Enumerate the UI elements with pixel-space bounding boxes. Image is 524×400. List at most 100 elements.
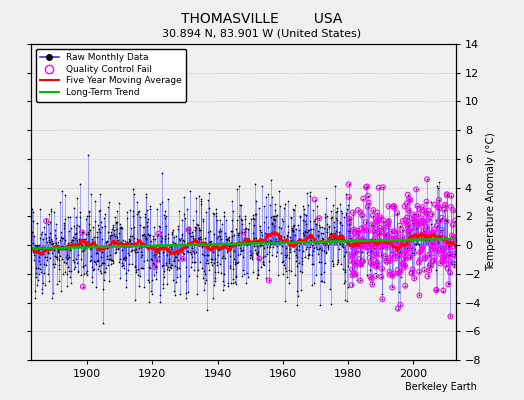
- Point: [306, 189, 314, 196]
- Point: [37, 269, 45, 275]
- Point: [86, 253, 95, 259]
- Point: [423, 231, 432, 237]
- Point: [194, 192, 203, 199]
- Point: [122, 255, 130, 262]
- Point: [348, 253, 356, 260]
- Point: [291, 246, 300, 252]
- Point: [324, 244, 332, 250]
- Point: [288, 224, 297, 231]
- Point: [436, 260, 444, 267]
- Point: [290, 248, 299, 254]
- Point: [293, 288, 301, 294]
- Point: [72, 225, 80, 231]
- Point: [268, 216, 277, 222]
- Point: [442, 218, 451, 225]
- Point: [416, 249, 424, 256]
- Point: [365, 200, 373, 206]
- Point: [449, 234, 457, 240]
- Point: [46, 230, 54, 236]
- Point: [156, 292, 164, 298]
- Point: [447, 253, 456, 260]
- Point: [450, 251, 458, 258]
- Point: [313, 246, 322, 252]
- Point: [75, 209, 84, 216]
- Point: [325, 235, 333, 242]
- Point: [406, 233, 414, 239]
- Point: [101, 245, 109, 251]
- Point: [65, 228, 73, 234]
- Point: [313, 215, 321, 221]
- Point: [266, 237, 275, 243]
- Point: [249, 222, 258, 228]
- Point: [172, 279, 180, 285]
- Point: [31, 270, 40, 276]
- Point: [176, 291, 184, 297]
- Point: [336, 208, 345, 214]
- Point: [231, 260, 239, 267]
- Point: [283, 229, 292, 236]
- Point: [300, 206, 308, 212]
- Point: [364, 192, 372, 199]
- Point: [399, 261, 408, 268]
- Point: [423, 211, 431, 217]
- Point: [268, 194, 277, 200]
- Point: [79, 284, 87, 290]
- Point: [243, 237, 251, 243]
- Point: [259, 259, 267, 265]
- Point: [439, 248, 447, 255]
- Point: [113, 234, 122, 240]
- Point: [57, 243, 66, 250]
- Point: [28, 205, 37, 212]
- Point: [43, 249, 52, 256]
- Point: [353, 228, 362, 234]
- Point: [448, 232, 456, 239]
- Point: [246, 252, 254, 259]
- Point: [85, 246, 94, 252]
- Point: [396, 249, 404, 255]
- Point: [92, 284, 100, 290]
- Point: [172, 253, 180, 260]
- Point: [370, 228, 379, 235]
- Point: [418, 235, 427, 241]
- Point: [428, 241, 436, 247]
- Point: [193, 222, 202, 228]
- Point: [40, 261, 48, 267]
- Point: [187, 232, 195, 239]
- Point: [318, 223, 326, 230]
- Point: [159, 262, 167, 268]
- Point: [107, 260, 115, 267]
- Point: [421, 209, 430, 215]
- Point: [363, 183, 372, 190]
- Point: [128, 208, 137, 214]
- Point: [97, 219, 105, 226]
- Point: [357, 261, 365, 268]
- Point: [190, 250, 198, 256]
- Point: [376, 224, 385, 231]
- Point: [102, 238, 110, 245]
- Point: [451, 252, 460, 259]
- Point: [378, 241, 386, 248]
- Point: [221, 230, 229, 236]
- Point: [105, 278, 113, 284]
- Point: [372, 273, 380, 279]
- Point: [343, 239, 351, 246]
- Point: [304, 252, 313, 258]
- Point: [200, 287, 209, 293]
- Point: [138, 252, 146, 258]
- Point: [174, 251, 182, 258]
- Point: [283, 252, 291, 258]
- Point: [445, 238, 454, 244]
- Point: [428, 247, 436, 253]
- Point: [185, 224, 193, 230]
- Point: [395, 240, 403, 246]
- Point: [388, 284, 396, 291]
- Point: [370, 228, 379, 235]
- Point: [83, 268, 91, 274]
- Point: [212, 206, 221, 212]
- Point: [56, 237, 64, 243]
- Point: [48, 240, 56, 247]
- Point: [403, 214, 411, 221]
- Point: [159, 249, 167, 255]
- Point: [449, 238, 457, 244]
- Point: [176, 273, 184, 280]
